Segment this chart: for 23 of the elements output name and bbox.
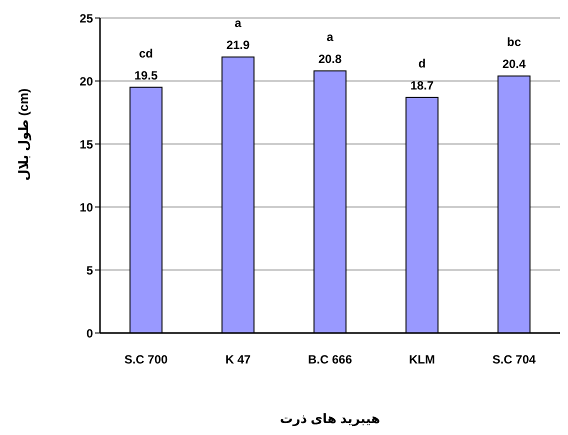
y-tick-label: 5 (86, 263, 94, 278)
data-label: 20.4 (502, 56, 526, 71)
annotation: a (234, 16, 242, 30)
annotation: bc (506, 34, 522, 49)
x-tick-label: S.C 700 (124, 352, 168, 367)
annotation: a (326, 30, 334, 44)
y-axis-title: طول بلال (cm) (16, 88, 32, 181)
x-tick-label: KLM (409, 352, 435, 367)
data-label: 21.9 (226, 38, 250, 52)
annotation: cd (138, 46, 154, 60)
y-tick-label: 15 (80, 137, 94, 152)
y-tick-label: 25 (80, 11, 94, 26)
data-label: 20.8 (318, 52, 342, 66)
data-label: 18.7 (410, 78, 434, 92)
data-label: 19.5 (134, 68, 158, 82)
annotation: d (418, 56, 426, 70)
y-tick-label: 20 (80, 74, 94, 88)
x-axis-title: هیبرید های ذرت (280, 411, 380, 427)
x-tick-label: K 47 (225, 352, 251, 367)
y-tick-label: 0 (86, 326, 94, 340)
x-tick-label: S.C 704 (492, 352, 536, 367)
x-tick-label: B.C 666 (308, 352, 352, 367)
y-tick-label: 10 (80, 200, 94, 214)
